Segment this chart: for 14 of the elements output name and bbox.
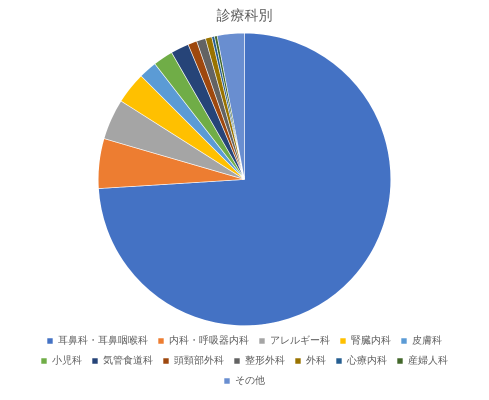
legend-label: 外科 xyxy=(306,354,326,367)
legend-label: その他 xyxy=(235,374,265,387)
legend-label: 内科・呼吸器内科 xyxy=(169,334,249,347)
legend-label: 耳鼻科・耳鼻咽喉科 xyxy=(58,334,148,347)
legend-label: 皮膚科 xyxy=(412,334,442,347)
legend-label: 頭頸部外科 xyxy=(174,354,224,367)
legend-label: アレルギー科 xyxy=(270,334,330,347)
legend-label: 小児科 xyxy=(52,354,82,367)
legend-label: 整形外科 xyxy=(245,354,285,367)
legend-label: 腎臓内科 xyxy=(351,334,391,347)
legend-label: 心療内科 xyxy=(346,354,387,367)
legend-label: 気管食道科 xyxy=(103,354,153,367)
legend-label: 産婦人科 xyxy=(408,354,448,367)
chart-title: 診療科別 xyxy=(216,8,272,24)
